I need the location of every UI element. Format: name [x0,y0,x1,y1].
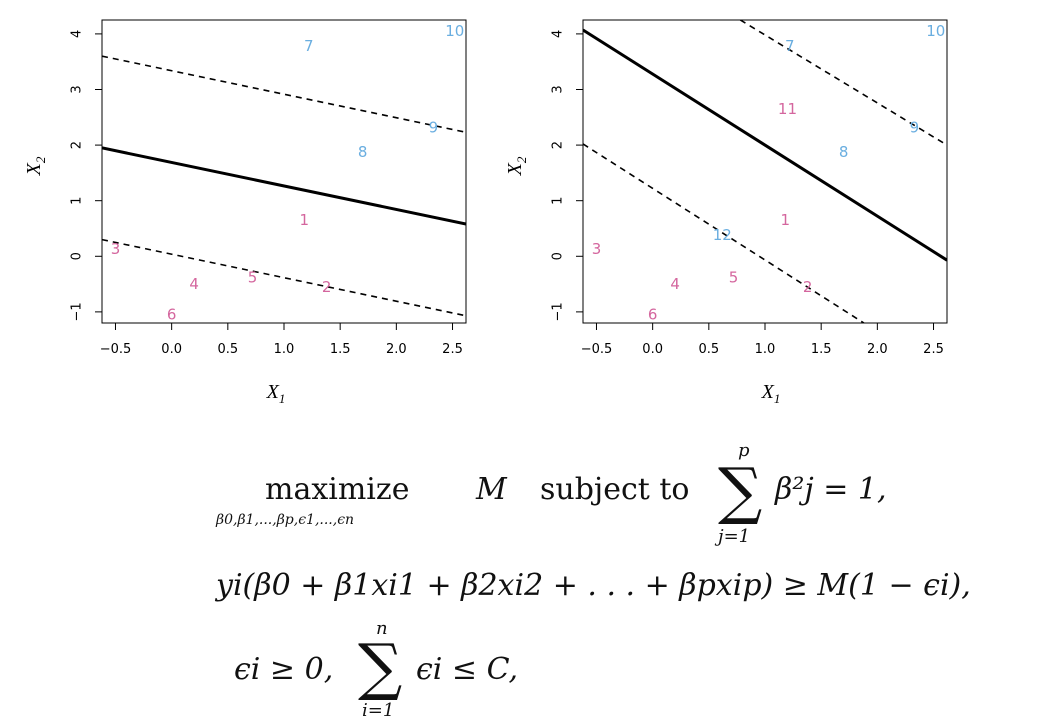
data-point: 2 [322,278,332,296]
data-point: 8 [839,143,849,161]
data-point: 3 [592,240,602,258]
x-tick-label: 2.0 [867,342,888,357]
x-tick-label: 2.0 [386,342,407,357]
y-tick-label: 1 [70,197,85,205]
data-point: 5 [248,268,258,286]
y-axis-label: X2 [504,156,529,176]
x-tick-label: 0.5 [217,342,238,357]
data-point: 10 [445,22,464,40]
data-point: 11 [778,100,797,118]
data-point: 10 [926,22,945,40]
sum1-lower: j=1 [718,526,751,547]
decision-lines [583,20,947,323]
sum2-lower: i=1 [362,700,395,721]
margin-line [102,238,466,317]
y-tick-label: −1 [551,302,566,321]
y-axis-ticks: −1 0 1 2 3 4 [70,30,102,321]
x-tick-label: 1.5 [330,342,351,357]
data-point: 2 [803,278,813,296]
x-tick-label: 2.5 [923,342,944,357]
data-point: 4 [670,275,680,293]
data-point: 9 [910,118,920,136]
y-tick-label: 3 [551,85,566,93]
constraint-budget: ϵi ≤ C, [416,652,519,687]
x-axis-ticks: −0.5 0.0 0.5 1.0 1.5 2.0 2.5 [100,323,463,357]
data-point: 6 [167,306,177,324]
y-tick-label: 0 [70,252,85,260]
data-point: 9 [429,118,439,136]
hyperplane-line [583,28,947,262]
data-points: 1 2 3 4 5 6 7 8 9 10 [111,22,465,324]
y-axis-ticks: −1 0 1 2 3 4 [551,30,583,321]
x-tick-label: 0.5 [698,342,719,357]
plot-frame [101,19,467,324]
sum1-upper: p [738,440,750,461]
x-axis-ticks: −0.5 0.0 0.5 1.0 1.5 2.0 2.5 [581,323,944,357]
x-tick-label: 0.0 [161,342,182,357]
y-axis-label: X2 [23,156,48,176]
data-point: 1 [299,211,309,229]
x-tick-label: −0.5 [581,342,613,357]
constraint-norm: β²j = 1, [775,472,887,507]
maximize-variables: β0,β1,...,βp,ϵ1,...,ϵn [216,512,355,528]
x-tick-label: 2.5 [442,342,463,357]
decision-lines [102,55,466,317]
sum1-sigma-icon: ∑ [718,454,763,527]
y-tick-label: −1 [70,302,85,321]
x-axis-label: X1 [266,381,286,406]
data-point: 3 [111,240,121,258]
y-tick-label: 2 [70,141,85,149]
x-tick-label: 1.5 [811,342,832,357]
objective-M: M [476,472,507,507]
hyperplane-line [102,146,466,226]
y-tick-label: 0 [551,252,566,260]
data-point: 7 [785,37,795,55]
x-tick-label: 0.0 [642,342,663,357]
sum2-upper: n [376,618,388,639]
data-point: 5 [729,268,739,286]
margin-line [739,20,947,146]
margin-line [102,55,466,134]
x-tick-label: 1.0 [274,342,295,357]
y-tick-label: 4 [70,30,85,38]
data-point: 4 [189,275,199,293]
data-point: 7 [304,37,314,55]
y-tick-label: 2 [551,141,566,149]
constraint-slack-nonneg: ϵi ≥ 0, [234,652,334,687]
y-tick-label: 1 [551,197,566,205]
y-tick-label: 3 [70,85,85,93]
constraint-margin: yi(β0 + β1xi1 + β2xi2 + . . . + βpxip) ≥… [216,568,971,603]
optimization-formula: maximize β0,β1,...,βp,ϵ1,...,ϵn M subjec… [0,430,1038,724]
data-point: 8 [358,143,368,161]
sum2-sigma-icon: ∑ [358,630,403,703]
y-tick-label: 4 [551,30,566,38]
scatter-plot-left: 1 2 3 4 5 6 7 8 9 10 −0.5 0.0 0.5 1.0 1.5 2.0 2.5 −1 0 1 2… [23,19,467,406]
data-point: 12 [713,226,732,244]
subject-to: subject to [540,472,690,507]
x-tick-label: 1.0 [755,342,776,357]
x-axis-label: X1 [761,381,781,406]
x-tick-label: −0.5 [100,342,132,357]
margin-line [583,143,865,323]
data-point: 1 [780,211,790,229]
maximize-word: maximize [265,472,410,507]
data-point: 6 [648,306,658,324]
